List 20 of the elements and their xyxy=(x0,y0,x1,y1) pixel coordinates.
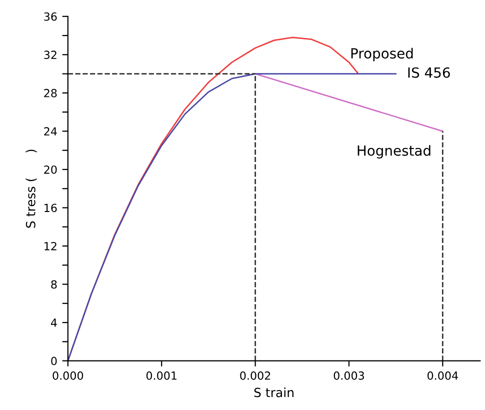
y-tick-label: 20 xyxy=(44,165,57,174)
x-axis-title: S train xyxy=(254,388,294,398)
x-tick-label: 0.004 xyxy=(428,371,458,380)
x-tick-label: 0.001 xyxy=(146,371,176,380)
series-label: Proposed xyxy=(351,48,413,62)
series-label: IS 456 xyxy=(408,67,450,78)
y-tick-label: 28 xyxy=(44,88,57,98)
y-tick-label: 36 xyxy=(44,12,57,21)
x-tick-label: 0.002 xyxy=(240,371,270,380)
y-axis-title: S tress ( ) xyxy=(26,150,37,228)
y-tick-label: 0 xyxy=(51,356,57,366)
y-tick-label: 16 xyxy=(44,204,57,212)
y-tick-label: 12 xyxy=(44,242,56,250)
series-label: Hognestad xyxy=(358,145,430,159)
y-tick-label: 24 xyxy=(44,127,57,136)
y-tick-label: 8 xyxy=(51,280,57,289)
x-tick-label: 0.000 xyxy=(52,371,84,380)
y-tick-label: 4 xyxy=(50,318,57,327)
y-tick-label: 32 xyxy=(44,50,56,60)
x-tick-label: 0.003 xyxy=(334,371,364,380)
